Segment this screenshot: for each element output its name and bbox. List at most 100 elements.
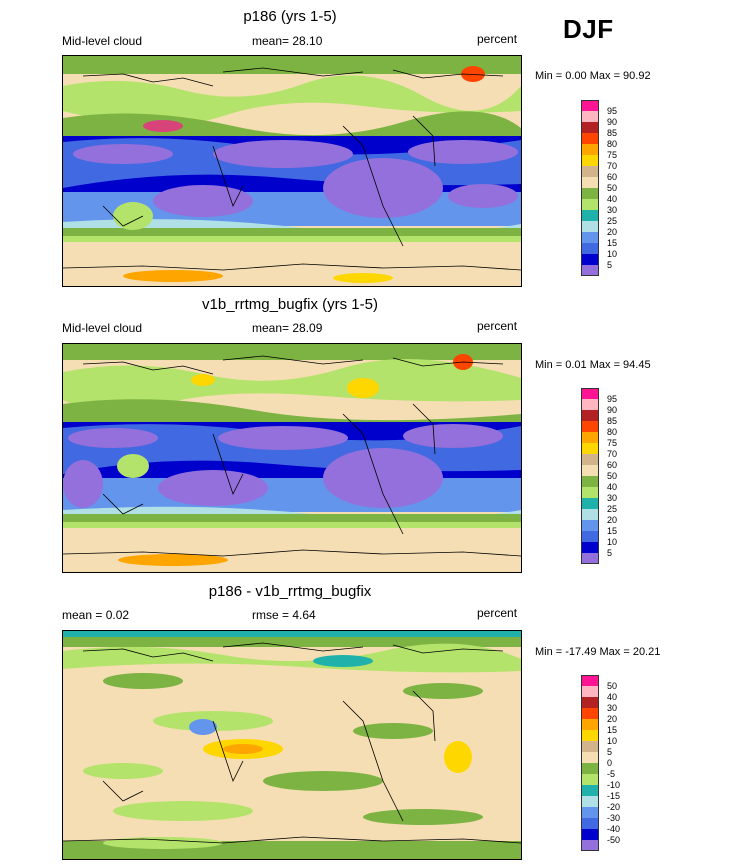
panel-3-title: p186 - v1b_rrtmg_bugfix xyxy=(208,583,372,600)
colorbar-tick-label: 50 xyxy=(607,183,618,193)
panel-1-min-max: Min = 0.00 Max = 90.92 xyxy=(535,70,651,82)
panel-3-mean-label: mean = 0.02 xyxy=(62,608,130,622)
colorbar-swatch xyxy=(581,210,599,221)
colorbar-tick-label: -30 xyxy=(607,813,621,823)
colorbar-tick-label: 40 xyxy=(607,482,618,492)
colorbar-tick-label: -50 xyxy=(607,835,621,845)
colorbar-tick-label: 80 xyxy=(607,427,618,437)
colorbar-tick-label: 20 xyxy=(607,714,618,724)
colorbar-tick-label: -15 xyxy=(607,791,621,801)
colorbar-swatch xyxy=(581,133,599,144)
panel-3-min-max: Min = -17.49 Max = 20.21 xyxy=(535,646,661,658)
panel-1-mean-label: mean= 28.10 xyxy=(252,34,323,48)
colorbar-swatch xyxy=(581,144,599,155)
colorbar-tick-label: 80 xyxy=(607,139,618,149)
colorbar-swatch xyxy=(581,697,599,708)
colorbar-swatch xyxy=(581,155,599,166)
colorbar-tick-label: 5 xyxy=(607,260,613,270)
colorbar-swatch xyxy=(581,818,599,829)
colorbar-tick-label: 50 xyxy=(607,471,618,481)
colorbar-tick-label: 10 xyxy=(607,537,618,547)
colorbar-tick-label: -5 xyxy=(607,769,616,779)
colorbar-tick-label: 95 xyxy=(607,106,618,116)
panel-2-title: v1b_rrtmg_bugfix (yrs 1-5) xyxy=(202,296,378,313)
colorbar-tick-label: 85 xyxy=(607,128,618,138)
colorbar-swatch xyxy=(581,741,599,752)
colorbar-swatch xyxy=(581,476,599,487)
colorbar-swatch xyxy=(581,254,599,265)
colorbar-swatch xyxy=(581,487,599,498)
colorbar-swatch xyxy=(581,232,599,243)
panel-2-variable-label: Mid-level cloud xyxy=(62,321,143,335)
colorbar-swatch xyxy=(581,708,599,719)
colorbar-swatch xyxy=(581,443,599,454)
colorbar-tick-label: 20 xyxy=(607,515,618,525)
colorbar-tick-label: 10 xyxy=(607,736,618,746)
colorbar-tick-label: 75 xyxy=(607,150,618,160)
colorbar-swatch xyxy=(581,432,599,443)
colorbar-swatch xyxy=(581,454,599,465)
colorbar-tick-label: 0 xyxy=(607,758,613,768)
panel-2-min-max: Min = 0.01 Max = 94.45 xyxy=(535,359,651,371)
colorbar-swatch xyxy=(581,388,599,399)
colorbar-tick-label: 70 xyxy=(607,161,618,171)
colorbar-swatch xyxy=(581,763,599,774)
panel-3-rmse-label: rmse = 4.64 xyxy=(252,608,316,622)
colorbar-swatch xyxy=(581,111,599,122)
colorbar-swatch xyxy=(581,465,599,476)
colorbar-tick-label: 90 xyxy=(607,405,618,415)
colorbar-tick-label: 30 xyxy=(607,493,618,503)
panel-2-map xyxy=(62,343,522,573)
colorbar-frame xyxy=(581,675,599,851)
colorbar-swatch xyxy=(581,531,599,542)
colorbar-swatch xyxy=(581,774,599,785)
colorbar-tick-label: 5 xyxy=(607,747,613,757)
colorbar-tick-label: 30 xyxy=(607,205,618,215)
colorbar-tick-label: 15 xyxy=(607,238,618,248)
colorbar-swatch xyxy=(581,509,599,520)
colorbar-tick-label: -40 xyxy=(607,824,621,834)
colorbar-swatch xyxy=(581,807,599,818)
colorbar-swatch xyxy=(581,796,599,807)
colorbar-tick-label: 10 xyxy=(607,249,618,259)
colorbar-tick-label: 70 xyxy=(607,449,618,459)
panel-1-variable-label: Mid-level cloud xyxy=(62,34,143,48)
colorbar-swatch xyxy=(581,243,599,254)
panel-3-map xyxy=(62,630,522,860)
colorbar-frame xyxy=(581,100,599,276)
colorbar-swatch xyxy=(581,221,599,232)
colorbar-tick-label: -20 xyxy=(607,802,621,812)
colorbar-swatch xyxy=(581,421,599,432)
colorbar-tick-label: 20 xyxy=(607,227,618,237)
colorbar-swatch xyxy=(581,410,599,421)
season-label: DJF xyxy=(563,14,614,44)
colorbar-swatch xyxy=(581,199,599,210)
colorbar-swatch xyxy=(581,686,599,697)
colorbar-swatch xyxy=(581,553,599,564)
colorbar-tick-label: 60 xyxy=(607,172,618,182)
panel-2-units-label: percent xyxy=(477,319,518,333)
colorbar-tick-label: 40 xyxy=(607,692,618,702)
panel-3-units-label: percent xyxy=(477,606,518,620)
colorbar-tick-label: 25 xyxy=(607,216,618,226)
colorbar-swatch xyxy=(581,498,599,509)
colorbar-tick-label: 15 xyxy=(607,725,618,735)
colorbar-swatch xyxy=(581,840,599,851)
colorbar-swatch xyxy=(581,100,599,111)
colorbar-tick-label: 95 xyxy=(607,394,618,404)
colorbar-tick-label: 25 xyxy=(607,504,618,514)
colorbar-tick-label: -10 xyxy=(607,780,621,790)
colorbar-tick-label: 85 xyxy=(607,416,618,426)
colorbar-tick-label: 30 xyxy=(607,703,618,713)
colorbar-tick-label: 90 xyxy=(607,117,618,127)
colorbar-tick-label: 5 xyxy=(607,548,613,558)
colorbar-swatch xyxy=(581,520,599,531)
colorbar-swatch xyxy=(581,730,599,741)
colorbar-tick-label: 75 xyxy=(607,438,618,448)
colorbar-tick-label: 15 xyxy=(607,526,618,536)
colorbar-swatch xyxy=(581,675,599,686)
colorbar-swatch xyxy=(581,399,599,410)
colorbar-frame xyxy=(581,388,599,564)
panel-1-units-label: percent xyxy=(477,32,518,46)
colorbar-swatch xyxy=(581,542,599,553)
